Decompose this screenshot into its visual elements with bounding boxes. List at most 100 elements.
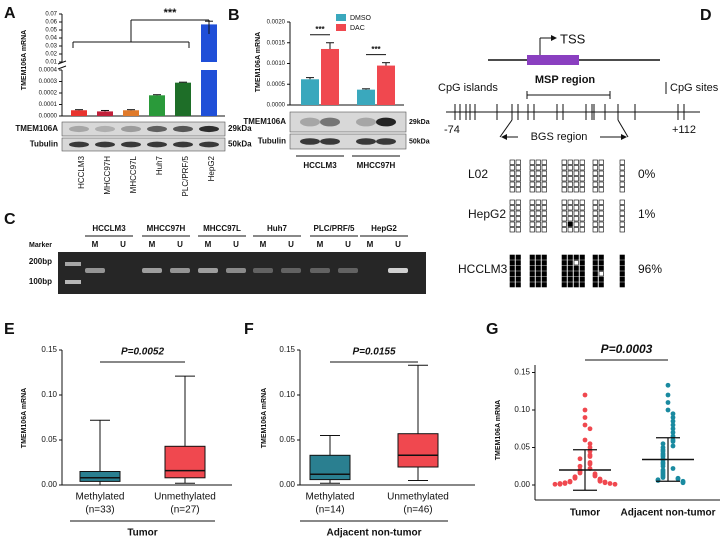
legend-swatch	[336, 14, 346, 21]
cpg-square	[579, 205, 585, 211]
legend-swatch	[336, 24, 346, 31]
x-axis-label: Adjacent non-tumor	[327, 528, 422, 539]
cpg-square	[567, 199, 573, 205]
y-tick-label: 0.0004	[39, 68, 58, 74]
cpg-square	[598, 254, 604, 260]
cpg-square	[598, 187, 604, 193]
cpg-square	[541, 260, 547, 266]
cpg-square	[535, 170, 541, 176]
end-label: +112	[672, 124, 696, 136]
size-label: 200bp	[29, 257, 52, 266]
cpg-square	[509, 221, 515, 227]
y-axis-label: TMEM106A mRNA	[21, 388, 28, 448]
cpg-square	[535, 221, 541, 227]
y-tick-label: 0.0005	[267, 82, 286, 88]
cpg-square	[579, 282, 585, 288]
point	[592, 473, 598, 479]
panel-label: B	[228, 7, 240, 24]
bar	[201, 24, 217, 62]
cpg-square	[579, 254, 585, 260]
cpg-sites-label: CpG sites	[670, 82, 719, 94]
x-tick-label: MHCC97H	[103, 156, 112, 195]
cpg-square	[619, 265, 625, 271]
cpg-square	[515, 205, 521, 211]
y-tick-label: 0.05	[41, 435, 57, 444]
cpg-square	[579, 159, 585, 165]
cpg-square	[573, 181, 579, 187]
cpg-square	[579, 165, 585, 171]
cpg-square	[529, 199, 535, 205]
cpg-square	[598, 165, 604, 171]
blot-band	[320, 117, 340, 127]
cpg-square	[509, 199, 515, 205]
cpg-square	[567, 216, 573, 222]
cpg-square	[529, 227, 535, 233]
cpg-square	[561, 260, 567, 266]
cpg-square	[561, 254, 567, 260]
blot-size: 50kDa	[228, 140, 252, 149]
point	[665, 392, 671, 398]
cpg-square	[561, 276, 567, 282]
significance: ***	[164, 7, 178, 19]
bar	[175, 82, 191, 116]
panel-label: G	[486, 321, 498, 338]
cpg-square	[619, 165, 625, 171]
cpg-square	[592, 265, 598, 271]
cpg-square	[535, 210, 541, 216]
y-tick-label: 0.07	[45, 12, 57, 18]
gel-band	[142, 268, 162, 273]
y-tick-label: 0.0020	[267, 20, 286, 26]
cpg-square	[515, 265, 521, 271]
cpg-square	[535, 276, 541, 282]
x-tick-label: Unmethylated	[387, 492, 449, 503]
cpg-square	[541, 159, 547, 165]
cpg-square	[541, 276, 547, 282]
box	[397, 433, 439, 468]
cpg-square	[579, 227, 585, 233]
cpg-square	[515, 165, 521, 171]
cpg-square	[567, 276, 573, 282]
cpg-square	[515, 170, 521, 176]
y-tick-label: 0.05	[279, 435, 295, 444]
cpg-square	[535, 260, 541, 266]
cpg-square	[619, 221, 625, 227]
cpg-square	[573, 205, 579, 211]
x-tick-label: Adjacent non-tumor	[621, 508, 716, 519]
blot-size: 29kDa	[228, 124, 252, 133]
cpg-square	[529, 205, 535, 211]
cpg-square	[567, 271, 573, 277]
cpg-square	[598, 205, 604, 211]
y-tick-label: 0.03	[45, 44, 57, 50]
cpg-square	[567, 176, 573, 182]
cpg-square	[535, 159, 541, 165]
cpg-square	[529, 271, 535, 277]
point	[660, 463, 666, 469]
lane-label: M	[367, 240, 374, 249]
y-tick-label: 0.00	[514, 480, 530, 489]
bgs-label: BGS region	[531, 131, 588, 143]
cpg-square	[515, 159, 521, 165]
significance: ***	[315, 25, 325, 34]
cpg-square	[573, 159, 579, 165]
n-label: (n=27)	[170, 505, 199, 516]
percent-label: 0%	[638, 167, 656, 181]
cpg-square	[541, 216, 547, 222]
cpg-square	[529, 221, 535, 227]
cpg-square	[567, 159, 573, 165]
cpg-square	[515, 221, 521, 227]
cpg-square	[509, 282, 515, 288]
cpg-square	[561, 282, 567, 288]
cpg-square	[619, 159, 625, 165]
blot-band	[376, 117, 396, 127]
cpg-square	[579, 260, 585, 266]
x-tick-label: Methylated	[76, 492, 125, 503]
axis-break	[57, 65, 67, 70]
y-tick-label: 0.05	[45, 28, 57, 34]
cpg-square	[509, 187, 515, 193]
cpg-square	[598, 282, 604, 288]
cpg-square	[535, 282, 541, 288]
cpg-square	[535, 181, 541, 187]
cpg-square	[579, 181, 585, 187]
bar	[321, 48, 339, 105]
gel-header: HCCLM3	[92, 224, 126, 233]
